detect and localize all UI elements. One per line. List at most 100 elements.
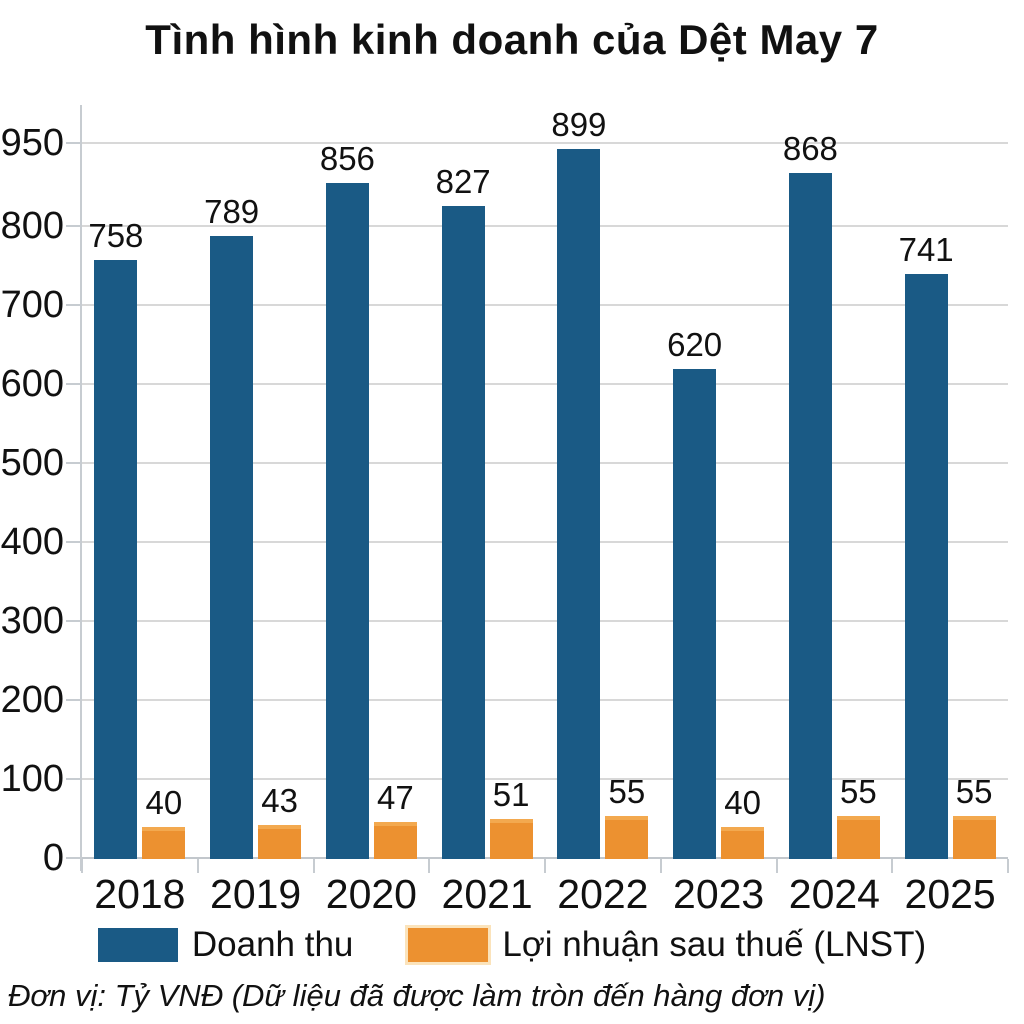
y-tick-mark xyxy=(66,142,80,144)
revenue-value-label-2020: 856 xyxy=(319,140,375,177)
legend: Doanh thu Lợi nhuận sau thuế (LNST) xyxy=(0,924,1024,965)
y-tick-label-400: 400 xyxy=(0,521,64,563)
y-tick-mark xyxy=(66,778,80,780)
profit-value-label-2019: 43 xyxy=(261,782,298,819)
revenue-bar-2020 xyxy=(325,183,369,859)
y-tick-mark xyxy=(66,857,80,859)
profit-bar-2020 xyxy=(373,822,417,859)
profit-value-label-2018: 40 xyxy=(145,784,183,821)
y-tick-mark xyxy=(66,225,80,227)
y-tick-label-500: 500 xyxy=(0,442,64,484)
y-tick-mark xyxy=(66,304,80,306)
bar-group-2023: 620 40 xyxy=(661,105,777,859)
profit-barwrap-2021: 51 xyxy=(489,778,533,859)
plot-area: 758 40 789 43 856 47 827 51 899 55 620 40 868 55 741 55 xyxy=(66,105,1009,873)
gridline-800 xyxy=(82,225,1008,227)
profit-value-label-2022: 55 xyxy=(608,773,646,810)
x-axis-labels: 2018 2019 2020 2021 2022 2023 2024 2025 xyxy=(82,874,1008,915)
y-tick-label-800: 800 xyxy=(0,205,64,247)
x-tick-label-2019: 2019 xyxy=(210,871,302,917)
profit-barwrap-2018: 40 xyxy=(142,786,186,859)
profit-barwrap-2020: 47 xyxy=(373,781,417,859)
profit-bar-2025 xyxy=(952,816,996,859)
gridline-200 xyxy=(82,699,1008,701)
y-axis-labels: 0 100 200 300 400 500 600 700 800 950 xyxy=(0,105,64,877)
profit-barwrap-2022: 55 xyxy=(605,775,649,859)
legend-label-revenue: Doanh thu xyxy=(191,925,354,964)
profit-bar-2023 xyxy=(721,827,765,859)
x-tick-mark xyxy=(544,859,546,873)
gridline-300 xyxy=(82,620,1008,622)
gridline-400 xyxy=(82,541,1008,543)
x-tick-mark xyxy=(428,859,431,873)
y-tick-label-700: 700 xyxy=(0,284,64,326)
x-tick-label-2024: 2024 xyxy=(788,871,880,917)
revenue-bar-2025 xyxy=(904,274,948,859)
revenue-barwrap-2020: 856 xyxy=(320,142,375,859)
gridline-950 xyxy=(82,142,1008,144)
x-tick-label-2022: 2022 xyxy=(557,871,649,917)
revenue-value-label-2024: 868 xyxy=(782,130,838,167)
chart-footnote: Đơn vị: Tỷ VNĐ (Dữ liệu đã được làm tròn… xyxy=(8,978,826,1013)
revenue-value-label-2018: 758 xyxy=(88,217,144,254)
y-tick-mark xyxy=(66,462,80,464)
revenue-barwrap-2021: 827 xyxy=(436,165,491,859)
revenue-value-label-2022: 899 xyxy=(551,106,607,143)
x-tick-mark xyxy=(775,859,778,873)
gridline-0 xyxy=(82,857,1008,859)
gridline-500 xyxy=(82,462,1008,464)
revenue-barwrap-2022: 899 xyxy=(551,108,606,859)
revenue-barwrap-2018: 758 xyxy=(88,219,143,859)
y-tick-label-100: 100 xyxy=(0,758,64,800)
legend-swatch-profit xyxy=(405,924,492,965)
bar-group-2025: 741 55 xyxy=(892,105,1008,859)
revenue-value-label-2025: 741 xyxy=(898,231,954,268)
y-tick-label-600: 600 xyxy=(0,363,64,405)
revenue-bar-2024 xyxy=(788,173,832,859)
bar-group-2022: 899 55 xyxy=(545,105,661,859)
x-tick-mark xyxy=(1007,859,1009,873)
legend-item-profit: Lợi nhuận sau thuế (LNST) xyxy=(405,924,927,965)
profit-barwrap-2023: 40 xyxy=(721,786,765,859)
profit-bar-2021 xyxy=(489,819,533,859)
profit-value-label-2021: 51 xyxy=(492,776,530,813)
x-tick-mark xyxy=(196,859,199,873)
profit-value-label-2025: 55 xyxy=(955,773,993,810)
profit-barwrap-2019: 43 xyxy=(258,784,302,859)
profit-barwrap-2025: 55 xyxy=(952,775,996,859)
x-tick-mark xyxy=(891,859,894,873)
revenue-barwrap-2024: 868 xyxy=(783,132,838,859)
y-tick-mark xyxy=(66,699,80,701)
x-tick-mark xyxy=(659,859,662,873)
x-tick-label-2023: 2023 xyxy=(673,871,765,917)
legend-item-revenue: Doanh thu xyxy=(97,925,354,964)
profit-value-label-2020: 47 xyxy=(377,779,414,816)
revenue-bar-2023 xyxy=(673,369,717,859)
x-tick-label-2018: 2018 xyxy=(94,871,186,917)
x-tick-mark xyxy=(312,859,315,873)
y-tick-label-200: 200 xyxy=(0,679,64,721)
revenue-barwrap-2023: 620 xyxy=(667,328,722,859)
bar-group-2018: 758 40 xyxy=(82,105,198,859)
revenue-bar-2019 xyxy=(210,236,254,859)
profit-value-label-2024: 55 xyxy=(840,773,877,810)
y-tick-mark xyxy=(66,541,80,543)
profit-bar-2024 xyxy=(836,816,880,859)
bar-group-2024: 868 55 xyxy=(777,105,893,859)
y-tick-mark xyxy=(66,620,80,622)
x-tick-label-2021: 2021 xyxy=(441,871,533,917)
gridline-600 xyxy=(82,383,1008,385)
x-tick-label-2020: 2020 xyxy=(325,871,417,917)
y-tick-label-300: 300 xyxy=(0,600,64,642)
x-tick-mark xyxy=(81,859,83,873)
x-tick-label-2025: 2025 xyxy=(904,871,996,917)
profit-bar-2018 xyxy=(142,827,186,859)
legend-swatch-revenue xyxy=(97,927,178,962)
gridline-100 xyxy=(82,778,1008,780)
revenue-barwrap-2025: 741 xyxy=(899,233,954,859)
revenue-barwrap-2019: 789 xyxy=(204,195,259,859)
y-axis-line xyxy=(80,105,82,871)
legend-label-profit: Lợi nhuận sau thuế (LNST) xyxy=(502,925,927,964)
profit-bar-2022 xyxy=(605,816,649,859)
